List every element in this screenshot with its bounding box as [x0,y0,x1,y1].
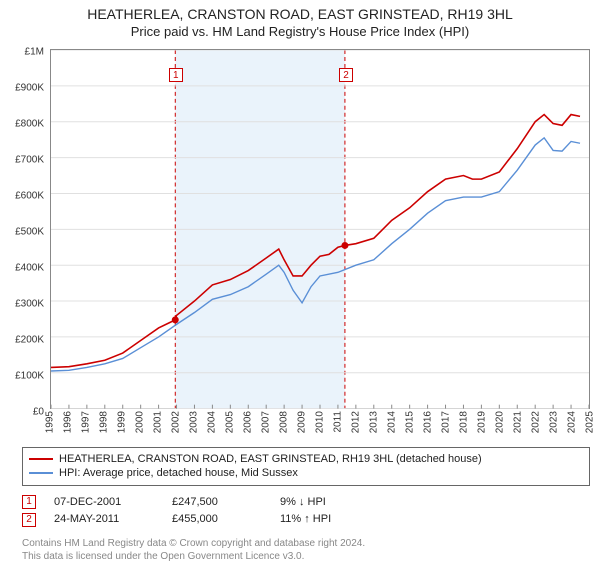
y-tick: £500K [15,227,44,238]
x-tick: 2001 [153,411,164,433]
legend-swatch-property [29,458,53,460]
y-tick: £100K [15,371,44,382]
x-axis: 1995199619971998199920002001200220032004… [50,409,590,441]
x-tick: 2012 [351,411,362,433]
sale-marker-1: 1 [22,495,36,509]
x-tick: 2010 [315,411,326,433]
legend: HEATHERLEA, CRANSTON ROAD, EAST GRINSTEA… [22,447,590,486]
x-tick: 2019 [477,411,488,433]
sale-diff-1: 9% ↓ HPI [280,494,326,512]
legend-swatch-hpi [29,472,53,474]
y-tick: £600K [15,191,44,202]
y-tick: £900K [15,83,44,94]
x-tick: 2018 [459,411,470,433]
chart-title: HEATHERLEA, CRANSTON ROAD, EAST GRINSTEA… [0,6,600,22]
sale-row-2: 2 24-MAY-2011 £455,000 11% ↑ HPI [22,511,590,529]
sale-diff-2: 11% ↑ HPI [280,511,331,529]
x-tick: 2017 [441,411,452,433]
legend-row-property: HEATHERLEA, CRANSTON ROAD, EAST GRINSTEA… [29,452,583,466]
x-tick: 2021 [513,411,524,433]
footnote-line-2: This data is licensed under the Open Gov… [22,550,590,563]
x-tick: 2016 [423,411,434,433]
y-axis: £0£100K£200K£300K£400K£500K£600K£700K£80… [0,52,48,412]
sale-row-1: 1 07-DEC-2001 £247,500 9% ↓ HPI [22,494,590,512]
x-tick: 1997 [81,411,92,433]
chart-marker-1: 1 [169,68,183,82]
x-tick: 2000 [135,411,146,433]
y-tick: £300K [15,299,44,310]
plot-area: 12 [50,49,590,409]
chart-marker-2: 2 [339,68,353,82]
x-tick: 1996 [63,411,74,433]
legend-label-hpi: HPI: Average price, detached house, Mid … [59,466,298,480]
x-tick: 1998 [99,411,110,433]
price-chart: HEATHERLEA, CRANSTON ROAD, EAST GRINSTEA… [0,0,600,563]
x-tick: 2011 [333,411,344,433]
sales-table: 1 07-DEC-2001 £247,500 9% ↓ HPI 2 24-MAY… [22,494,590,529]
chart-title-block: HEATHERLEA, CRANSTON ROAD, EAST GRINSTEA… [0,0,600,39]
x-tick: 2002 [171,411,182,433]
x-tick: 2024 [567,411,578,433]
x-tick: 2025 [585,411,596,433]
sale-price-1: £247,500 [172,494,262,512]
x-tick: 1999 [117,411,128,433]
x-tick: 2014 [387,411,398,433]
x-tick: 2008 [279,411,290,433]
chart-svg [51,50,589,409]
x-tick: 2005 [225,411,236,433]
x-tick: 2003 [189,411,200,433]
x-tick: 2007 [261,411,272,433]
x-tick: 2009 [297,411,308,433]
x-tick: 2022 [531,411,542,433]
x-tick: 2023 [549,411,560,433]
legend-row-hpi: HPI: Average price, detached house, Mid … [29,466,583,480]
sale-marker-2: 2 [22,513,36,527]
sale-date-2: 24-MAY-2011 [54,511,154,529]
sale-price-2: £455,000 [172,511,262,529]
legend-label-property: HEATHERLEA, CRANSTON ROAD, EAST GRINSTEA… [59,452,482,466]
x-tick: 2015 [405,411,416,433]
y-tick: £200K [15,335,44,346]
footnote: Contains HM Land Registry data © Crown c… [22,537,590,563]
sale-date-1: 07-DEC-2001 [54,494,154,512]
y-tick: £400K [15,263,44,274]
x-tick: 1995 [45,411,56,433]
x-tick: 2006 [243,411,254,433]
footnote-line-1: Contains HM Land Registry data © Crown c… [22,537,590,550]
y-tick: £0 [33,407,44,418]
y-tick: £1M [25,47,44,58]
y-tick: £700K [15,155,44,166]
x-tick: 2004 [207,411,218,433]
y-tick: £800K [15,119,44,130]
x-tick: 2020 [495,411,506,433]
chart-subtitle: Price paid vs. HM Land Registry's House … [0,24,600,39]
x-tick: 2013 [369,411,380,433]
